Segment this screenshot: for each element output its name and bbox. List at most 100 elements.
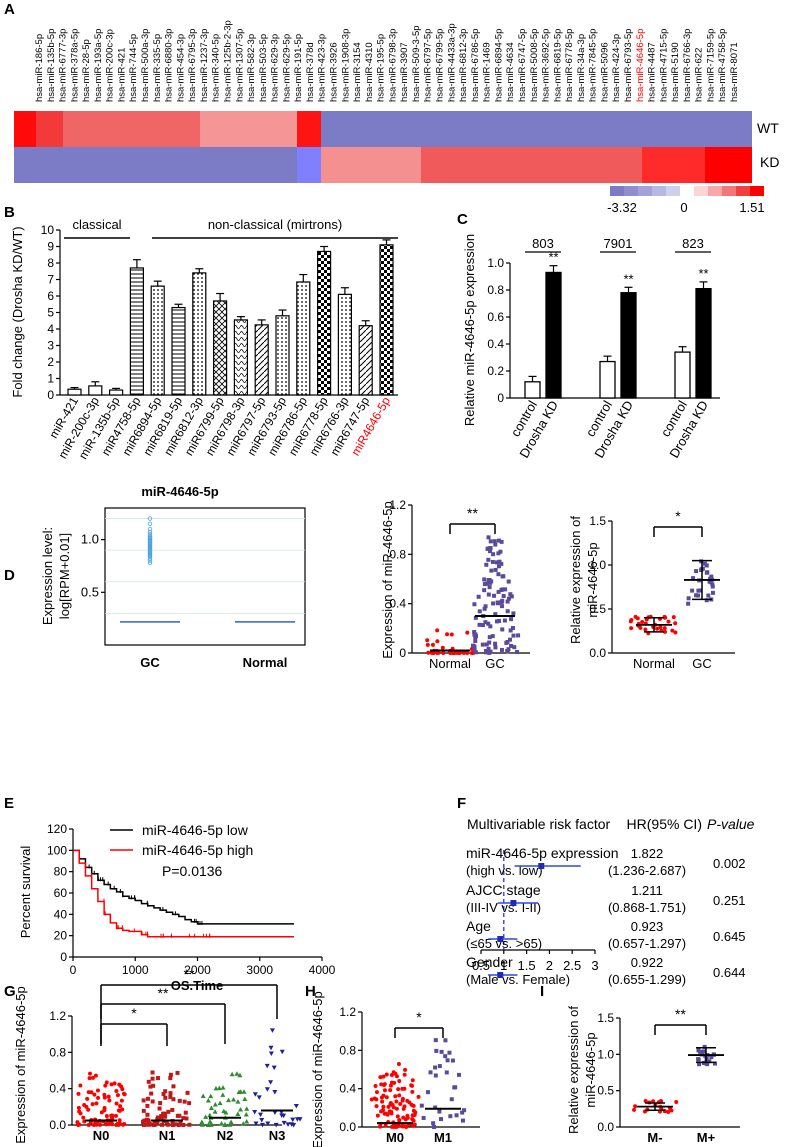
panel-letter-i: I (540, 983, 544, 1000)
g-point-n1 (187, 1101, 192, 1106)
d2-point-gc (510, 626, 515, 631)
g-category-label: N0 (93, 1128, 110, 1143)
b-y-tick-label: 2 (47, 355, 54, 369)
h-point-m0 (383, 1123, 388, 1128)
h-y-label: Expression of miR-4646-5p (310, 991, 325, 1147)
color-scale-swatch (708, 186, 722, 196)
b-y-tick-label: 9 (47, 240, 54, 254)
d1-outlier-point (147, 530, 153, 535)
heatmap-column-label: hsa-miR-6819-5p (552, 29, 563, 102)
g-point-n1 (163, 1095, 168, 1100)
d3-point-gc (700, 566, 705, 571)
g-point-n1 (150, 1070, 155, 1075)
g-point-n0 (122, 1122, 127, 1127)
g-point-n0 (109, 1113, 114, 1118)
g-point-n0 (117, 1082, 122, 1087)
g-point-n0 (90, 1075, 95, 1080)
i-y-tick-label: 0.0 (597, 1120, 614, 1134)
heatmap-column-label: hsa-miR-378a-5p (69, 29, 80, 102)
c-bar (674, 351, 691, 399)
f-row-pvalue: 0.644 (713, 965, 746, 980)
h-significance: * (416, 1009, 422, 1025)
heatmap-column-label: hsa-miR-4487 (647, 42, 658, 102)
panel-letter-d: D (4, 567, 15, 584)
b-bar (379, 244, 394, 396)
b-bar (108, 389, 124, 396)
d2-point-gc (503, 587, 508, 592)
g-point-n2 (203, 1114, 209, 1119)
d3-point-gc (690, 588, 695, 593)
d3-point-gc (704, 598, 709, 603)
i-point-mpos (696, 1048, 701, 1053)
heatmap-cell-wt (297, 111, 321, 147)
g-point-n0 (115, 1093, 120, 1098)
d2-point-normal (441, 651, 446, 655)
h-point-m0 (388, 1100, 393, 1105)
b-bar (358, 325, 373, 396)
i-point-mneg (632, 1107, 637, 1112)
h-y-tick-label: 0.8 (339, 1043, 356, 1057)
g-y-tick-label: 0.8 (49, 1045, 66, 1059)
d3-point-gc (686, 601, 691, 606)
d3-point-gc (694, 569, 699, 574)
panel-letter-f: F (457, 795, 466, 812)
h-point-m0 (394, 1106, 399, 1111)
heatmap-cell-kd (705, 147, 752, 183)
d2-point-gc (498, 549, 503, 554)
g-point-n2 (228, 1119, 234, 1125)
h-point-m0 (394, 1074, 399, 1079)
d2-point-gc (486, 592, 491, 597)
g-point-n3 (268, 1080, 274, 1085)
g-point-n2 (235, 1099, 241, 1104)
h-point-m0 (413, 1110, 418, 1115)
color-scale-swatch (680, 186, 694, 196)
h-point-m1 (426, 1090, 431, 1095)
h-point-m1 (460, 1110, 465, 1115)
e-y-tick-label: 80 (54, 865, 68, 879)
f-row-factor: AJCC stage (466, 882, 541, 898)
d2-point-gc (477, 609, 482, 614)
panel-letter-e: E (4, 795, 14, 812)
heatmap-column-label: hsa-miR-6894-5p (493, 29, 504, 102)
d1-y-label-line2: log[RPM+0.01] (57, 533, 72, 619)
heatmap-column-label: hsa-miR-421 (116, 48, 127, 102)
d3-point-gc (708, 580, 713, 585)
g-point-n1 (185, 1090, 190, 1095)
d2-point-gc (480, 642, 485, 647)
heatmap-column-label: hsa-miR-135b-5p (46, 29, 57, 102)
g-point-n1 (171, 1097, 176, 1102)
i-significance: ** (675, 1006, 686, 1022)
panel-letter-h: H (305, 983, 316, 1000)
d2-point-gc (476, 594, 481, 599)
g-point-n0 (116, 1108, 121, 1113)
heatmap-column-label: hsa-miR-5096 (599, 42, 610, 102)
f-row-hr: 1.211 (631, 883, 663, 898)
d2-point-gc (488, 539, 493, 544)
d3-category-label: GC (692, 656, 712, 671)
h-point-m1 (433, 1073, 438, 1078)
color-scale-swatch (722, 186, 736, 196)
g-point-n0 (95, 1088, 100, 1093)
f-x-tick-label: 3 (591, 958, 598, 973)
h-point-m1 (433, 1065, 438, 1070)
f-hr-marker (497, 972, 504, 978)
d2-point-gc (472, 647, 477, 652)
color-scale-swatch (666, 186, 680, 196)
i-y-tick-label: 0.5 (597, 1084, 614, 1098)
d2-point-normal (452, 650, 457, 655)
d2-point-gc (506, 579, 511, 584)
b-bar (317, 250, 332, 396)
h-category-label: M1 (434, 1130, 452, 1145)
i-point-mpos (707, 1059, 712, 1064)
g-point-n2 (216, 1085, 222, 1091)
d2-point-gc (491, 552, 496, 557)
g-point-n3 (264, 1087, 270, 1092)
d2-point-gc (486, 621, 491, 626)
g-point-n3 (285, 1122, 291, 1127)
d2-point-gc (482, 577, 487, 582)
g-point-n2 (242, 1096, 248, 1101)
g-point-n2 (200, 1093, 206, 1098)
heatmap-column-label: hsa-miR-582-3p (246, 34, 257, 102)
h-point-m0 (397, 1093, 402, 1098)
d3-point-gc (696, 588, 701, 593)
